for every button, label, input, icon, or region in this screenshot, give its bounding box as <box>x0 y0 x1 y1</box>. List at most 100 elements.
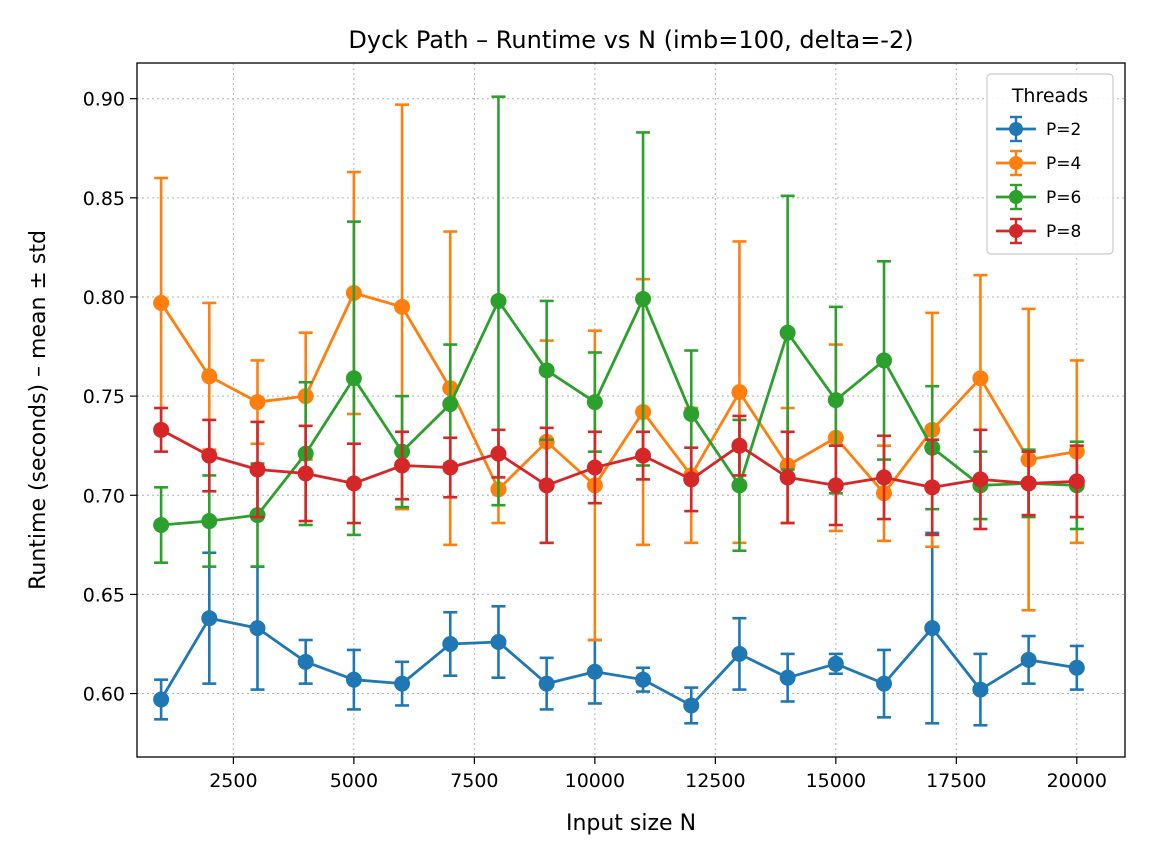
y-tick-label: 0.70 <box>83 485 125 507</box>
data-point <box>586 459 603 476</box>
y-tick-label: 0.90 <box>83 89 125 111</box>
data-point <box>1020 651 1037 668</box>
data-point <box>394 457 411 474</box>
data-point <box>779 324 796 341</box>
series-p2 <box>153 531 1085 727</box>
data-point <box>586 394 603 411</box>
data-point <box>201 368 218 385</box>
x-tick-label: 17500 <box>926 770 986 792</box>
data-point <box>249 394 266 411</box>
data-point <box>924 479 941 496</box>
data-point <box>876 352 893 369</box>
data-point <box>442 396 459 413</box>
data-point <box>779 669 796 686</box>
data-point <box>153 691 170 708</box>
data-point <box>731 384 748 401</box>
y-tick-label: 0.60 <box>83 684 125 706</box>
data-point <box>683 405 700 422</box>
data-point <box>153 517 170 534</box>
data-point <box>731 437 748 454</box>
data-point <box>201 447 218 464</box>
data-point <box>345 370 362 387</box>
data-point <box>827 477 844 494</box>
data-point <box>394 298 411 315</box>
legend-item: P=2 <box>996 115 1081 143</box>
data-point <box>1020 475 1037 492</box>
data-point <box>249 620 266 637</box>
data-point <box>201 610 218 627</box>
x-tick-label: 12500 <box>685 770 745 792</box>
data-point <box>442 459 459 476</box>
data-point <box>1068 659 1085 676</box>
data-point <box>538 477 555 494</box>
x-tick-label: 10000 <box>565 770 625 792</box>
legend-title: Threads <box>1011 85 1088 107</box>
data-point <box>153 421 170 438</box>
x-tick-label: 20000 <box>1047 770 1107 792</box>
x-tick-label: 7500 <box>450 770 498 792</box>
x-tick-label: 15000 <box>806 770 866 792</box>
y-tick-label: 0.85 <box>83 188 125 210</box>
data-point <box>972 471 989 488</box>
chart-title: Dyck Path – Runtime vs N (imb=100, delta… <box>348 26 913 54</box>
data-point <box>635 290 652 307</box>
plot-frame <box>136 62 1126 758</box>
series-line <box>160 297 1077 527</box>
data-point <box>345 671 362 688</box>
data-point <box>827 392 844 409</box>
data-point <box>490 445 507 462</box>
y-tick-label: 0.80 <box>83 287 125 309</box>
data-point <box>876 675 893 692</box>
y-axis-title: Runtime (seconds) – mean ± std <box>26 230 51 590</box>
legend-marker <box>1009 156 1023 170</box>
y-tick-label: 0.65 <box>83 584 125 606</box>
data-point <box>297 465 314 482</box>
x-axis-title: Input size N <box>566 811 696 836</box>
data-point <box>924 620 941 637</box>
y-tick-label: 0.75 <box>83 386 125 408</box>
legend-marker <box>1009 224 1023 238</box>
data-point <box>635 671 652 688</box>
legend-item: P=4 <box>996 149 1081 177</box>
data-point <box>683 471 700 488</box>
data-point <box>490 633 507 650</box>
legend-items: P=2 P=4 P=6 P=8 <box>996 115 1081 245</box>
data-point <box>490 292 507 309</box>
data-point <box>731 645 748 662</box>
series-line <box>160 428 1077 489</box>
legend-label: P=6 <box>1046 188 1081 208</box>
data-point <box>538 362 555 379</box>
series-line <box>159 616 1078 707</box>
legend-item: P=8 <box>996 217 1081 245</box>
data-point <box>394 675 411 692</box>
legend-label: P=8 <box>1046 222 1081 242</box>
x-tick-label: 5000 <box>330 770 378 792</box>
legend-label: P=4 <box>1046 154 1081 174</box>
legend-item: P=6 <box>996 183 1081 211</box>
data-point <box>538 675 555 692</box>
x-tick-label: 2500 <box>209 770 257 792</box>
data-point <box>153 294 170 311</box>
data-point <box>345 475 362 492</box>
legend-marker <box>1009 122 1023 136</box>
legend: Threads P=2 P=4 P=6 P=8 <box>986 73 1114 255</box>
series-layer <box>153 95 1085 727</box>
legend-label: P=2 <box>1046 120 1081 140</box>
data-point <box>972 370 989 387</box>
series-line <box>159 291 1078 495</box>
data-point <box>827 655 844 672</box>
series-p8 <box>153 406 1085 545</box>
data-point <box>683 697 700 714</box>
data-point <box>972 681 989 698</box>
data-point <box>779 469 796 486</box>
data-point <box>249 461 266 478</box>
axes: 2500 5000 7500 10000 12500 15000 17500 20000 0.6… <box>83 89 1107 792</box>
data-point <box>297 653 314 670</box>
legend-marker <box>1009 190 1023 204</box>
data-point <box>876 469 893 486</box>
data-point <box>586 663 603 680</box>
data-point <box>1068 473 1085 490</box>
data-point <box>442 635 459 652</box>
